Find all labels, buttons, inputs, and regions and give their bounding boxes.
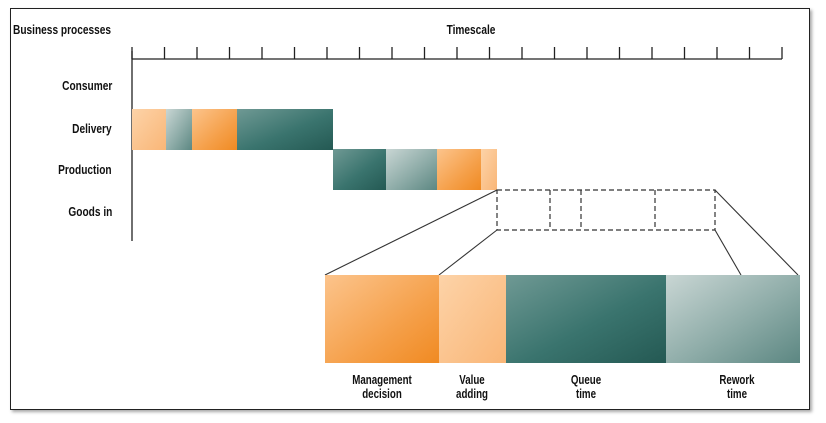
caption-management-line1: Management bbox=[352, 373, 412, 387]
delivery-bar-queue bbox=[237, 109, 333, 150]
detail-bars bbox=[325, 275, 800, 363]
caption-rework-time: Rework time bbox=[706, 373, 768, 401]
caption-management-line2: decision bbox=[362, 387, 402, 401]
timescale-axis bbox=[131, 47, 783, 241]
expansion-connectors bbox=[324, 189, 799, 276]
connector-2 bbox=[438, 229, 498, 276]
detail-bar-management-decision bbox=[325, 275, 439, 363]
production-bars bbox=[333, 149, 497, 190]
row-label-delivery: Delivery bbox=[72, 121, 112, 136]
production-bar-rework bbox=[386, 149, 437, 190]
caption-value-adding: Value adding bbox=[449, 373, 496, 401]
connector-4 bbox=[714, 229, 742, 276]
caption-rework-line1: Rework bbox=[719, 373, 755, 387]
timescale-diagram bbox=[131, 47, 800, 363]
production-bar-value-adding bbox=[481, 149, 497, 190]
caption-value-line2: adding bbox=[456, 387, 488, 401]
detail-bar-rework-time bbox=[666, 275, 800, 363]
caption-management-decision: Management decision bbox=[343, 373, 421, 401]
detail-bar-value-adding bbox=[439, 275, 506, 363]
detail-bar-queue-time bbox=[506, 275, 666, 363]
goods-in-outline bbox=[496, 189, 716, 231]
row-label-production: Production bbox=[58, 162, 112, 177]
caption-queue-line1: Queue bbox=[570, 373, 602, 387]
row-label-goods-in: Goods in bbox=[68, 204, 112, 219]
timescale-header: Timescale bbox=[446, 22, 496, 37]
caption-queue-line2: time bbox=[575, 387, 597, 401]
caption-rework-line2: time bbox=[726, 387, 748, 401]
caption-value-line1: Value bbox=[459, 373, 485, 387]
delivery-bar-management bbox=[192, 109, 237, 150]
diagram-frame: Business processes Timescale Consumer De… bbox=[10, 8, 810, 410]
caption-queue-time: Queue time bbox=[555, 373, 617, 401]
connector-1 bbox=[324, 189, 498, 276]
row-label-consumer: Consumer bbox=[61, 78, 112, 93]
business-processes-header: Business processes bbox=[13, 22, 112, 37]
delivery-bar-rework bbox=[166, 109, 192, 150]
production-bar-management bbox=[437, 149, 481, 190]
delivery-bar-value-adding bbox=[132, 109, 166, 150]
delivery-bars bbox=[132, 109, 333, 150]
production-bar-queue bbox=[333, 149, 386, 190]
axis-ticks bbox=[131, 47, 783, 59]
goods-in-dashed bbox=[496, 189, 716, 231]
connector-3 bbox=[714, 189, 799, 276]
